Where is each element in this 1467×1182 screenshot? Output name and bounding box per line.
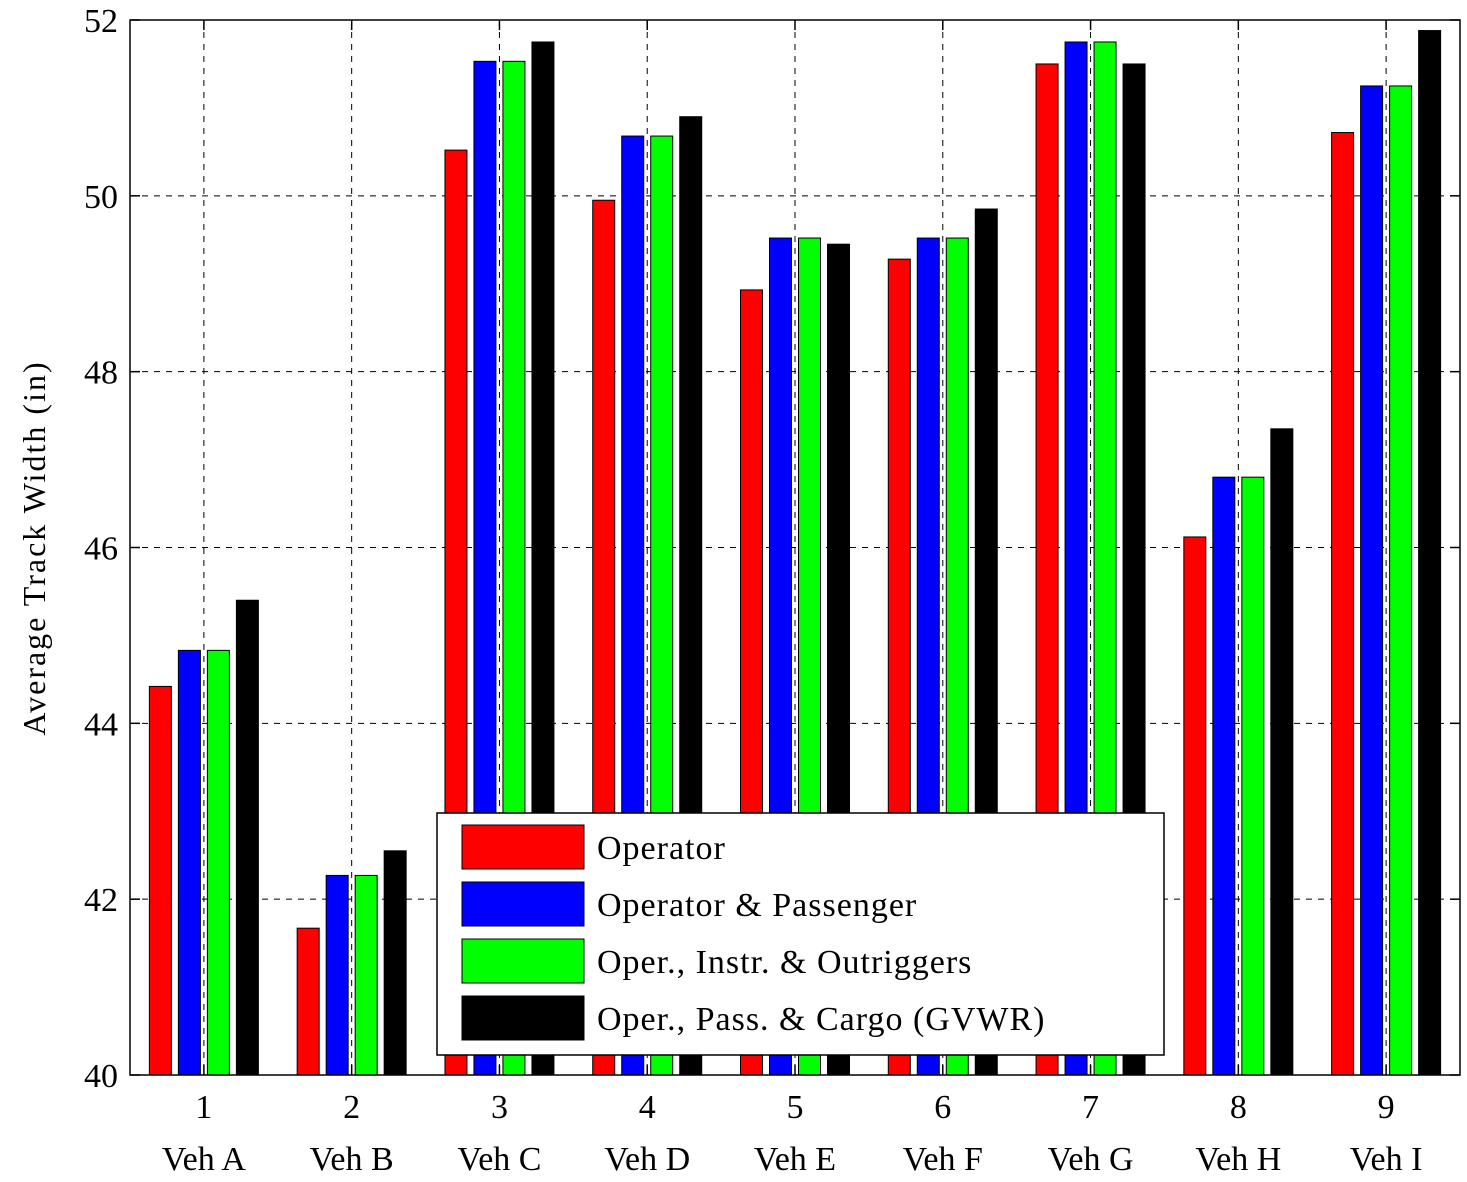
x-category-label-2: Veh B	[310, 1141, 394, 1178]
x-category-label-3: Veh C	[457, 1141, 541, 1178]
y-tick-label-44: 44	[84, 706, 118, 743]
bar-2-series-4	[383, 850, 407, 1076]
bar-2-series-2	[325, 874, 349, 1076]
x-tick-label-9: 9	[1378, 1089, 1395, 1126]
x-category-label-5: Veh E	[754, 1141, 836, 1178]
x-tick-label-3: 3	[491, 1089, 508, 1126]
x-category-label-8: Veh H	[1195, 1141, 1281, 1178]
x-tick-label-8: 8	[1230, 1089, 1247, 1126]
bar-1-series-2	[177, 649, 201, 1076]
x-category-label-7: Veh G	[1048, 1141, 1134, 1178]
legend-swatch-1	[461, 824, 585, 870]
y-tick-label-48: 48	[84, 355, 118, 392]
legend-swatch-3	[461, 938, 585, 984]
x-tick-label-6: 6	[934, 1089, 951, 1126]
bar-8-series-2	[1212, 476, 1236, 1076]
legend-label-4: Oper., Pass. & Cargo (GVWR)	[597, 1001, 1046, 1038]
bar-9-series-2	[1360, 85, 1384, 1076]
y-axis-ticks: 40 42 44 46 48 50 52	[84, 3, 1460, 1095]
legend-label-1: Operator	[597, 830, 726, 867]
legend: Operator Operator & Passenger Oper., Instr…	[436, 812, 1165, 1056]
bar-9-series-4	[1418, 30, 1442, 1076]
x-category-label-4: Veh D	[604, 1141, 690, 1178]
x-tick-label-2: 2	[343, 1089, 360, 1126]
y-tick-label-46: 46	[84, 531, 118, 568]
legend-label-3: Oper., Instr. & Outriggers	[597, 944, 972, 981]
y-tick-label-50: 50	[84, 179, 118, 216]
x-category-label-6: Veh F	[903, 1141, 983, 1178]
x-tick-label-7: 7	[1082, 1089, 1099, 1126]
x-axis-ticks: 1 Veh A 2 Veh B 3 Veh C 4 Veh D 5 Veh E 6 Veh F 7 Veh…	[162, 20, 1423, 1178]
bar-2-series-1	[296, 927, 320, 1076]
bar-1-series-3	[206, 649, 230, 1076]
bar-9-series-3	[1389, 85, 1413, 1076]
bar-8-series-3	[1241, 476, 1265, 1076]
y-tick-label-52: 52	[84, 3, 118, 40]
x-tick-label-4: 4	[639, 1089, 656, 1126]
bar-8-series-4	[1270, 428, 1294, 1076]
bar-1-series-4	[235, 599, 259, 1076]
bar-1-series-1	[148, 685, 172, 1076]
bar-8-series-1	[1183, 536, 1207, 1076]
legend-label-2: Operator & Passenger	[597, 887, 917, 924]
x-tick-label-5: 5	[787, 1089, 804, 1126]
x-category-label-1: Veh A	[162, 1141, 247, 1178]
legend-swatch-2	[461, 881, 585, 927]
x-tick-label-1: 1	[195, 1089, 212, 1126]
bar-9-series-1	[1331, 132, 1355, 1076]
y-tick-label-40: 40	[84, 1058, 118, 1095]
y-axis-label: Average Track Width (in)	[16, 360, 52, 735]
y-tick-label-42: 42	[84, 882, 118, 919]
bar-2-series-3	[354, 874, 378, 1076]
legend-swatch-4	[461, 995, 585, 1041]
x-category-label-9: Veh I	[1350, 1141, 1423, 1178]
